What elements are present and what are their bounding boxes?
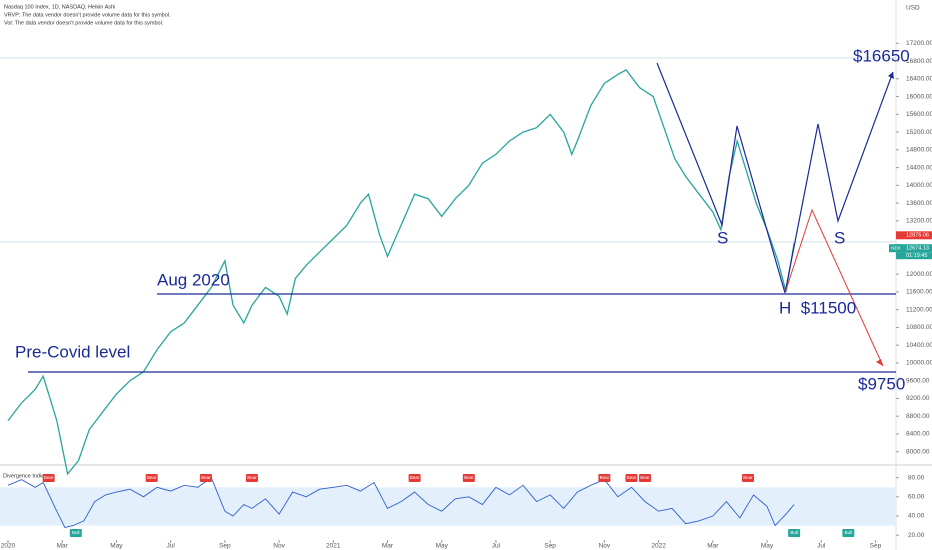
y-tick-label: 12000.00: [906, 271, 932, 278]
x-tick-label: 2020: [1, 543, 16, 550]
currency: USD: [906, 5, 920, 12]
y-tick-label: 13600.00: [906, 200, 932, 207]
arrow-head: [888, 72, 894, 79]
y-tick-label: 16000.00: [906, 93, 932, 100]
signal-label: Bull: [790, 530, 798, 535]
y-tick-label: 8000.00: [906, 448, 930, 455]
y-tick-label: 13200.00: [906, 218, 932, 225]
x-tick-label: 2022: [651, 543, 666, 550]
x-tick-label: May: [436, 543, 449, 550]
y-tick-label: 9200.00: [906, 395, 930, 402]
signal-box: [42, 474, 55, 482]
x-tick-label: Mar: [707, 543, 719, 550]
x-tick-label: May: [110, 543, 123, 550]
y-tick-label: 60.00: [908, 494, 925, 501]
signal-box: [199, 474, 212, 482]
header: Vol: The data vendor doesn't provide vol…: [4, 20, 164, 26]
y-tick-label: 11600.00: [906, 289, 932, 296]
signal-label: Bull: [72, 530, 80, 535]
x-tick-label: May: [761, 543, 774, 550]
y-tick-label: 14000.00: [906, 182, 932, 189]
signal-label: Bull: [845, 530, 853, 535]
y-tick-label: 10400.00: [906, 342, 932, 349]
signal-box: [145, 474, 158, 482]
y-tick-label: 15200.00: [906, 129, 932, 136]
price-tag-label: 12674.13: [906, 246, 929, 252]
annotation: Pre-Covid level: [15, 342, 130, 361]
symbol-box: [889, 244, 903, 253]
x-tick-label: Sep: [544, 543, 556, 550]
price-tag-label: 12875.06: [906, 233, 929, 239]
signal-label: Bear: [464, 475, 474, 480]
y-tick-label: 14800.00: [906, 147, 932, 154]
signal-label: Bear: [247, 475, 257, 480]
y-tick-label: 10000.00: [906, 360, 932, 367]
x-tick-label: Jul: [492, 543, 501, 550]
indicator-band: [0, 487, 896, 526]
y-tick-label: 15600.00: [906, 111, 932, 118]
x-tick-label: Nov: [273, 543, 285, 550]
signal-box: [639, 474, 652, 482]
annotation: Aug 2020: [157, 270, 230, 289]
signal-box: [788, 529, 801, 537]
signal-label: Bear: [410, 475, 420, 480]
y-tick-label: 8400.00: [906, 431, 930, 438]
header: VRVP: The data vendor doesn't provide vo…: [4, 12, 171, 18]
x-tick-label: Mar: [382, 543, 394, 550]
y-tick-label: 11200.00: [906, 306, 932, 313]
price-tag: [896, 231, 932, 240]
arrow-head: [876, 359, 883, 366]
signal-label: Bear: [44, 475, 54, 480]
y-tick-label: 80.00: [908, 474, 925, 481]
price-line: [7, 69, 795, 476]
x-tick-label: Sep: [870, 543, 882, 550]
x-tick-label: Nov: [599, 543, 611, 550]
price-tag: [896, 244, 932, 253]
signal-box: [462, 474, 475, 482]
y-tick-label: 16400.00: [906, 76, 932, 83]
annotation: $9750: [858, 374, 905, 393]
signal-label: Bear: [147, 475, 157, 480]
signal-box: [69, 529, 82, 537]
signal-box: [842, 529, 855, 537]
y-tick-label: 20.00: [908, 532, 925, 539]
signal-label: Bear: [743, 475, 753, 480]
bear-projection: [784, 208, 884, 367]
y-tick-label: 10800.00: [906, 324, 932, 331]
indicator-line: [7, 477, 795, 529]
annotation: S: [717, 228, 728, 247]
signal-box: [598, 474, 611, 482]
signal-label: Bear: [600, 475, 610, 480]
y-tick-label: 14400.00: [906, 164, 932, 171]
signal-box: [625, 474, 638, 482]
x-tick-label: Jul: [166, 543, 175, 550]
annotation: $16650: [853, 46, 910, 65]
annotation: H $11500: [779, 298, 856, 317]
x-tick-label: 2021: [326, 543, 341, 550]
symbol: NDX: [891, 245, 901, 250]
x-tick-label: Jul: [817, 543, 826, 550]
y-tick-label: 8800.00: [906, 413, 930, 420]
x-tick-label: Sep: [219, 543, 231, 550]
countdown: 01:19:45: [906, 253, 927, 259]
signal-box: [245, 474, 258, 482]
signal-label: Bear: [640, 475, 650, 480]
x-tick-label: Mar: [57, 543, 69, 550]
y-tick-label: 17200.00: [906, 40, 932, 47]
signal-box: [742, 474, 755, 482]
header: Nasdaq 100 Index, 1D, NASDAQ, Heikin Ash…: [4, 4, 115, 10]
countdown-box: [896, 252, 932, 260]
signal-label: Bear: [627, 475, 637, 480]
indicator-title: Divergence Indicator: [3, 473, 54, 479]
y-tick-label: 16800.00: [906, 58, 932, 65]
y-tick-label: 40.00: [908, 513, 925, 520]
annotation: S: [834, 228, 845, 247]
signal-label: Bear: [201, 475, 211, 480]
signal-box: [408, 474, 421, 482]
y-tick-label: 9600.00: [906, 377, 930, 384]
